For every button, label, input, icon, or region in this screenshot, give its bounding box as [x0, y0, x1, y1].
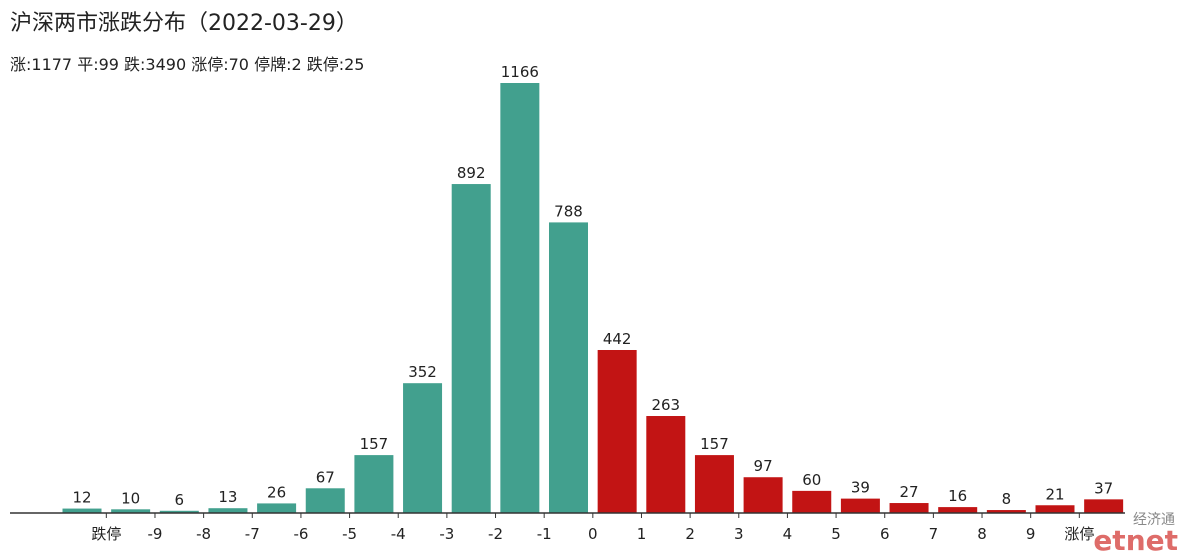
bar [549, 222, 588, 513]
x-tick-label: -3 [439, 525, 454, 543]
bar [986, 510, 1026, 513]
bar [354, 455, 394, 513]
bar [743, 477, 783, 513]
x-tick-label: 3 [734, 525, 744, 543]
bar [111, 509, 151, 513]
x-tick-label: -6 [293, 525, 308, 543]
chart-title: 沪深两市涨跌分布（2022-03-29） [10, 11, 358, 36]
value-label: 442 [603, 330, 632, 348]
x-tick-label: -8 [196, 525, 211, 543]
bar [62, 508, 102, 513]
value-label: 157 [360, 435, 389, 453]
x-tick-label: 6 [880, 525, 890, 543]
value-label: 27 [900, 483, 919, 501]
x-tick-label: 1 [637, 525, 647, 543]
x-tick-label: -5 [342, 525, 357, 543]
value-label: 97 [754, 457, 773, 475]
value-label: 8 [1002, 490, 1012, 508]
x-tick-label: 跌停 [91, 525, 121, 543]
bar [1084, 499, 1124, 513]
x-tick-label: 4 [783, 525, 793, 543]
bar [208, 508, 248, 513]
value-label: 1166 [501, 63, 539, 81]
bar [305, 488, 345, 513]
bar [159, 510, 199, 513]
x-tick-label: -9 [147, 525, 162, 543]
value-label: 21 [1045, 485, 1064, 503]
value-label: 352 [408, 363, 437, 381]
bar [451, 184, 491, 513]
x-tick-label: 涨停 [1064, 525, 1094, 543]
bar [694, 455, 734, 513]
value-label: 26 [267, 483, 286, 501]
value-label: 39 [851, 479, 870, 497]
value-label: 37 [1094, 479, 1113, 497]
x-tick-label: 5 [831, 525, 841, 543]
x-tick-label: 7 [929, 525, 939, 543]
value-label: 60 [802, 471, 821, 489]
value-label: 16 [948, 487, 967, 505]
x-tick-label: -1 [537, 525, 552, 543]
value-label: 157 [700, 435, 729, 453]
bar [257, 503, 297, 513]
value-label: 263 [651, 396, 680, 414]
value-label: 10 [121, 489, 140, 507]
x-tick-label: -4 [391, 525, 406, 543]
x-tick-label: 2 [685, 525, 695, 543]
watermark-en: etnet [1093, 524, 1178, 553]
value-label: 13 [218, 488, 237, 506]
x-tick-label: 9 [1026, 525, 1036, 543]
bar [792, 490, 832, 513]
bar [840, 498, 880, 513]
x-tick-label: 8 [977, 525, 987, 543]
value-label: 67 [316, 468, 335, 486]
value-label: 788 [554, 202, 583, 220]
value-label: 6 [175, 491, 185, 509]
bar [889, 503, 929, 513]
x-tick-label: -7 [245, 525, 260, 543]
x-tick-label: -2 [488, 525, 503, 543]
bar [500, 83, 540, 513]
x-tick-label: 0 [588, 525, 598, 543]
bar [403, 383, 443, 513]
value-label: 12 [72, 489, 91, 507]
bar [597, 349, 637, 513]
bar [646, 416, 686, 513]
value-label: 892 [457, 164, 486, 182]
watermark-cn: 经济通 [1133, 512, 1175, 528]
bar [1035, 505, 1075, 513]
bar [938, 507, 978, 513]
chart-subtitle: 涨:1177 平:99 跌:3490 涨停:70 停牌:2 跌停:25 [10, 55, 364, 74]
